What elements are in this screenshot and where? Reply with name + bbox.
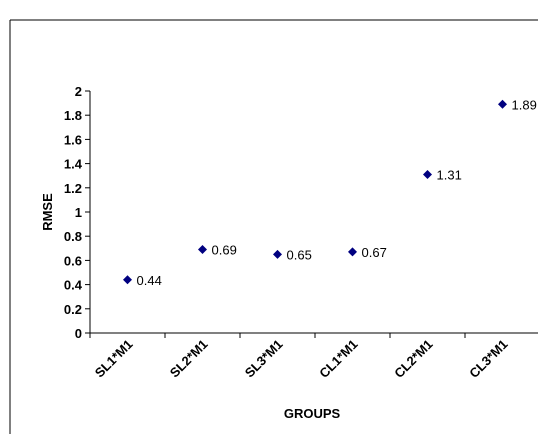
y-axis-ticks: 0 0.2 0.4 0.6 0.8 1 1.2 1.4 1.6 1.8 2 bbox=[64, 84, 90, 341]
y-tick-label: 1.6 bbox=[64, 132, 82, 147]
y-tick-label: 1.8 bbox=[64, 108, 82, 123]
x-tick-label: CL1*M1 bbox=[316, 337, 360, 381]
y-tick-label: 0.4 bbox=[64, 278, 83, 293]
y-tick-label: 0.2 bbox=[64, 302, 82, 317]
data-point bbox=[348, 247, 357, 257]
y-tick-label: 1.4 bbox=[64, 157, 83, 172]
x-axis-ticks: SL1*M1 SL2*M1 SL3*M1 CL1*M1 CL2*M1 CL3*M1 bbox=[89, 333, 511, 381]
data-point bbox=[498, 99, 507, 109]
data-point bbox=[423, 169, 432, 179]
y-axis-title: RMSE bbox=[40, 193, 55, 231]
x-axis-title: GROUPS bbox=[284, 406, 341, 421]
data-label: 1.89 bbox=[512, 97, 537, 112]
y-tick-label: 2 bbox=[75, 84, 82, 99]
y-tick-label: 1 bbox=[75, 205, 82, 220]
data-label: 0.65 bbox=[287, 247, 312, 262]
y-tick-label: 0 bbox=[75, 326, 82, 341]
data-label: 0.69 bbox=[212, 243, 237, 258]
data-point bbox=[198, 245, 207, 255]
data-point bbox=[273, 249, 282, 259]
data-point bbox=[123, 275, 132, 285]
y-tick-label: 0.6 bbox=[64, 253, 82, 268]
x-tick-label: CL2*M1 bbox=[391, 337, 435, 381]
data-labels: 0.44 0.69 0.65 0.67 1.31 1.89 bbox=[137, 97, 537, 287]
data-label: 1.31 bbox=[437, 167, 462, 182]
x-tick-label: SL2*M1 bbox=[167, 337, 211, 381]
data-label: 0.67 bbox=[362, 245, 387, 260]
x-tick-label: SL3*M1 bbox=[242, 337, 286, 381]
x-tick-label: CL3*M1 bbox=[466, 337, 510, 381]
axes bbox=[89, 91, 538, 334]
data-points bbox=[123, 99, 507, 285]
data-label: 0.44 bbox=[137, 273, 162, 288]
y-tick-label: 1.2 bbox=[64, 181, 82, 196]
x-tick-label: SL1*M1 bbox=[92, 337, 136, 381]
y-tick-label: 0.8 bbox=[64, 229, 82, 244]
